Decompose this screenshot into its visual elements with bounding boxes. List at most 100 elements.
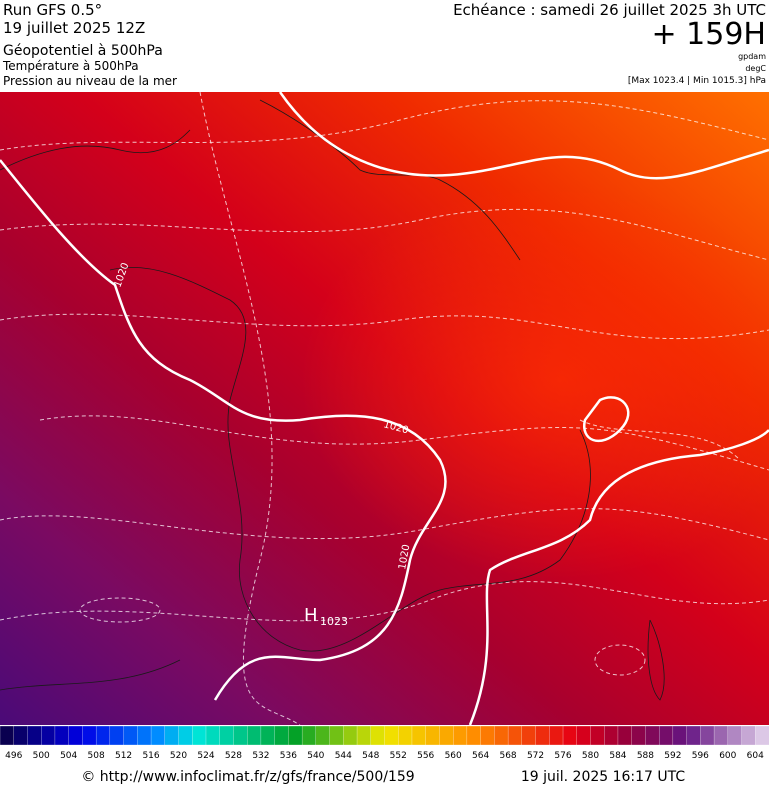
colorbar-swatch (658, 725, 674, 746)
run-date: 19 juillet 2025 12Z (3, 19, 145, 37)
colorbar-swatch (95, 725, 111, 746)
temperature-field (300, 180, 769, 580)
colorbar-label: 532 (252, 751, 269, 761)
colorbar-swatch (549, 725, 564, 746)
unit-label: degC (745, 64, 766, 73)
colorbar-swatch (205, 725, 221, 746)
colorbar-label: 504 (60, 751, 77, 761)
map: 1020 1020 1020 H 1023 (0, 92, 769, 725)
colorbar-label: 524 (197, 751, 214, 761)
field-subtitle: Pression au niveau de la mer (3, 74, 177, 88)
colorbar-swatch (590, 725, 605, 746)
colorbar-label: 540 (307, 751, 324, 761)
colorbar-swatch (604, 725, 619, 746)
colorbar-swatch (109, 725, 125, 746)
colorbar-label: 560 (445, 751, 462, 761)
isobars (0, 92, 769, 725)
run-label: Run GFS 0.5° (3, 1, 102, 19)
colorbar: 496 500 504 508 512 516 520 524 528 532 536 540 544 5… (0, 725, 769, 761)
colorbar-swatch (645, 725, 660, 746)
colorbar-swatch (343, 725, 358, 746)
colorbar-swatch (41, 725, 56, 746)
colorbar-swatch (425, 725, 441, 746)
colorbar-swatch (123, 725, 138, 746)
colorbar-swatch (576, 725, 592, 746)
colorbar-swatch (480, 725, 496, 746)
colorbar-swatch (617, 725, 633, 746)
colorbar-swatch (535, 725, 550, 746)
colorbar-swatch (686, 725, 701, 746)
colorbar-label: 520 (170, 751, 187, 761)
colorbar-label: 516 (142, 751, 159, 761)
colorbar-label: 588 (637, 751, 654, 761)
colorbar-swatch (137, 725, 152, 746)
isobar-label: 1020 (397, 544, 412, 571)
colorbar-swatch (82, 725, 97, 746)
colorbar-swatch (164, 725, 180, 746)
colorbar-swatch (356, 725, 372, 746)
colorbar-swatch (301, 725, 317, 746)
colorbar-swatch (150, 725, 166, 746)
colorbar-swatch (178, 725, 193, 746)
colorbar-label: 544 (335, 751, 352, 761)
colorbar-label: 600 (719, 751, 736, 761)
valid-time: Echéance : samedi 26 juillet 2025 3h UTC (453, 1, 766, 19)
colorbar-label: 512 (115, 751, 132, 761)
colorbar-swatch (54, 725, 70, 746)
colorbar-swatch (0, 725, 15, 746)
colorbar-swatch (672, 725, 688, 746)
colorbar-swatch (315, 725, 331, 746)
colorbar-label: 604 (747, 751, 764, 761)
colorbar-label: 496 (5, 751, 22, 761)
colorbar-label: 596 (692, 751, 709, 761)
colorbar-swatch (411, 725, 427, 746)
colorbar-swatch (329, 725, 344, 746)
colorbar-label: 584 (609, 751, 626, 761)
colorbar-label: 556 (417, 751, 434, 761)
high-pressure-marker: H (304, 605, 318, 626)
colorbar-swatch (562, 725, 578, 746)
colorbar-swatch (274, 725, 290, 746)
colorbar-swatch (466, 725, 482, 746)
source-credit: © http://www.infoclimat.fr/z/gfs/france/… (81, 769, 414, 785)
colorbar-label: 592 (664, 751, 681, 761)
colorbar-swatch (521, 725, 537, 746)
field-title: Géopotentiel à 500hPa (3, 43, 163, 59)
colorbar-swatch (260, 725, 276, 746)
colorbar-label: 536 (280, 751, 297, 761)
colorbar-label: 564 (472, 751, 489, 761)
colorbar-swatch (494, 725, 509, 746)
colorbar-swatch (219, 725, 235, 746)
colorbar-label: 552 (390, 751, 407, 761)
colorbar-swatch (288, 725, 303, 746)
colorbar-label: 548 (362, 751, 379, 761)
colorbar-swatch (700, 725, 715, 746)
coastlines (0, 99, 665, 701)
generation-time: 19 juil. 2025 16:17 UTC (521, 769, 686, 785)
colorbar-swatch (370, 725, 386, 746)
colorbar-label: 568 (499, 751, 516, 761)
colorbar-swatch (713, 725, 729, 746)
pressure-range: [Max 1023.4 | Min 1015.3] hPa (628, 76, 766, 86)
colorbar-swatch (755, 725, 769, 746)
colorbar-swatch (741, 725, 756, 746)
colorbar-swatch (233, 725, 248, 746)
colorbar-label: 528 (225, 751, 242, 761)
colorbar-swatch (453, 725, 468, 746)
colorbar-label: 580 (582, 751, 599, 761)
field-subtitle: Température à 500hPa (2, 59, 139, 73)
colorbar-swatch (192, 725, 207, 746)
colorbar-swatch (384, 725, 399, 746)
colorbar-swatch (247, 725, 262, 746)
colorbar-swatch (727, 725, 743, 746)
colorbar-swatch (398, 725, 413, 746)
colorbar-swatch (631, 725, 647, 746)
colorbar-label: 576 (554, 751, 571, 761)
colorbar-swatch (27, 725, 42, 746)
unit-label: gpdam (738, 52, 766, 61)
colorbar-swatch (13, 725, 29, 746)
colorbar-label: 508 (88, 751, 105, 761)
colorbar-swatch (439, 725, 454, 746)
